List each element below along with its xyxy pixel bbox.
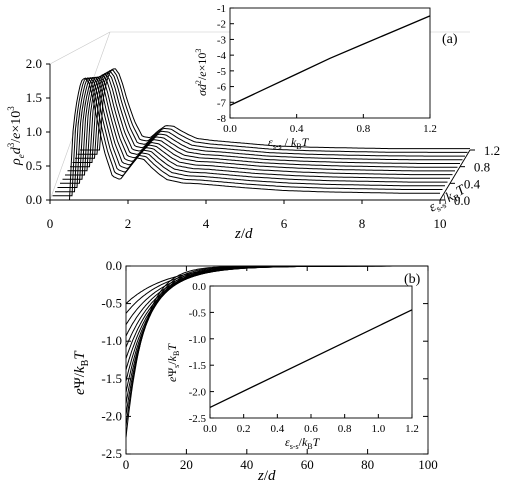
b-inset-y-tick-label: -2.5 <box>189 413 207 425</box>
a-inset-x-tick-label: 0.4 <box>290 123 304 135</box>
b-ticks: 0 20 40 60 80 100 0.0 -0.5 -1.0 -1.5 -2.0 -2.5 <box>101 258 437 472</box>
b-inset-x-tick-label: 0.0 <box>203 423 217 435</box>
b-inset-x-tick-label: 0.8 <box>338 423 352 435</box>
a-depth-tick-label: 0.8 <box>474 160 490 175</box>
b-inset-frame <box>209 285 413 419</box>
a-curves <box>50 68 470 201</box>
b-inset-y-tick-label: -2.0 <box>189 387 207 399</box>
b-panel-label: (b) <box>404 272 421 287</box>
b-y-tick-label: -1.0 <box>101 333 122 348</box>
b-inset-y-tick-label: 0.0 <box>192 281 206 293</box>
b-y-tick-label: -2.5 <box>101 446 122 461</box>
a-series-line <box>67 74 458 172</box>
a-series-line <box>72 72 463 163</box>
a-depth-axis <box>439 149 471 201</box>
b-x-tick-label: 20 <box>180 457 193 472</box>
a-series-line <box>65 76 455 176</box>
a-depth-ticks: 0.0 0.40.8 1.2 <box>440 143 500 208</box>
a-inset-x-tick-label: 1.2 <box>423 123 437 135</box>
panel-a: 0 2 4 6 8 10 0.00.51.01.52.0 0.00.40.81.2 z/d… <box>6 3 500 242</box>
a-x-tick-label: 4 <box>203 216 210 231</box>
b-inset-y-tick-label: -1.0 <box>189 334 207 346</box>
b-inset-x-tick-label: 0.6 <box>304 423 318 435</box>
a-inset-x-label: εs-s / kBT <box>268 135 310 151</box>
b-inset-x-tick-label: 0.4 <box>270 423 284 435</box>
b-y-label: eΨ/kBT <box>72 350 91 395</box>
a-x-tick-label: 10 <box>434 216 447 231</box>
b-x-tick-label: 100 <box>418 457 438 472</box>
a-y-tick-label: 1.5 <box>26 90 42 105</box>
a-y-tick-label: 0.5 <box>26 158 42 173</box>
a-series-line <box>80 68 470 151</box>
a-series-line <box>50 77 440 201</box>
a-series-line <box>75 70 465 159</box>
a-series-line <box>55 77 445 193</box>
a-inset-y-tick-label: -3 <box>217 34 227 46</box>
a-inset-curve <box>229 15 431 106</box>
a-inset-y-tick-label: -7 <box>217 97 227 109</box>
a-depth-tick-label: 0.0 <box>454 193 470 208</box>
b-x-tick-label: 80 <box>361 457 374 472</box>
b-y-tick-label: 0.0 <box>106 258 122 273</box>
a-inset-ticks: 0.0 0.4 0.8 1.2 -8 -7 -6 -5 -4 -3 -2 -1 <box>217 3 437 135</box>
a-inset-y-tick-label: -4 <box>217 50 227 62</box>
b-inset-y-tick-label: -0.5 <box>189 307 207 319</box>
b-inset-x-tick-label: 0.2 <box>237 423 251 435</box>
b-inset-ticks: 0.0 0.2 0.4 0.6 0.8 1.0 1.2 0.0 -0.5 -1.0 -1.5 -2.0… <box>189 281 419 435</box>
a-series-line <box>77 69 468 155</box>
b-inset: 0.0 0.2 0.4 0.6 0.8 1.0 1.2 0.0 -0.5 -1.0 -1.5 -2.0… <box>165 281 419 451</box>
a-x-tick-label: 2 <box>125 216 132 231</box>
a-x-tick-label: 0 <box>47 216 54 231</box>
b-inset-x-label: εs-s/kBT <box>285 435 321 451</box>
a-series-line <box>52 77 443 197</box>
a-inset-y-label: σd2/e×103 <box>194 49 209 96</box>
a-inset-frame <box>229 7 431 119</box>
a-series-line <box>60 76 450 184</box>
a-series-line <box>62 76 453 180</box>
a-x-tick-label: 6 <box>281 216 288 231</box>
b-x-tick-label: 60 <box>301 457 314 472</box>
a-inset-x-tick-label: 0.8 <box>356 123 370 135</box>
b-y-tick-label: -1.5 <box>101 371 122 386</box>
b-y-tick-label: -2.0 <box>101 408 122 423</box>
a-x-tick-label: 8 <box>359 216 366 231</box>
a-depth-label: εs-s/kBT <box>427 182 470 216</box>
a-y-ticks: 0.0 0.5 1.0 1.5 2.0 <box>26 56 50 207</box>
b-inset-x-tick-label: 1.2 <box>405 423 419 435</box>
a-inset: 0.0 0.4 0.8 1.2-8-7-6-5-4-3-2-1 εs-s / kBT … <box>194 3 437 151</box>
a-inset-x-tick-label: 0.0 <box>223 123 237 135</box>
a-inset-y-tick-label: -5 <box>217 66 227 78</box>
a-x-ticks: 0 2 4 6 8 10 <box>47 200 447 231</box>
a-inset-y-tick-label: -8 <box>217 113 227 125</box>
b-inset-y-tick-label: -1.5 <box>189 360 207 372</box>
a-y-tick-label: 2.0 <box>26 56 42 71</box>
b-y-tick-label: -0.5 <box>101 296 122 311</box>
b-inset-x-tick-label: 1.0 <box>371 423 385 435</box>
b-x-tick-label: 40 <box>240 457 253 472</box>
a-depth-tick-label: 1.2 <box>484 143 500 158</box>
b-inset-line <box>209 309 413 408</box>
b-series-line <box>125 265 428 304</box>
a-inset-y-tick-label: -6 <box>217 82 227 94</box>
a-x-label: z/d <box>234 226 253 242</box>
a-inset-y-tick-label: -1 <box>217 3 226 15</box>
a-series-line <box>57 76 448 188</box>
a-y-tick-label: 1.0 <box>26 124 42 139</box>
a-y-tick-label: 0.0 <box>26 192 42 207</box>
b-x-label: z/d <box>257 468 276 484</box>
a-inset-y-tick-label: -2 <box>217 19 226 31</box>
b-x-tick-label: 0 <box>123 457 130 472</box>
a-depth-tick-label: 0.4 <box>464 176 481 191</box>
a-y-label: ρed3/e×103 <box>6 106 26 166</box>
b-curves <box>125 265 428 438</box>
b-inset-y-label: eΨs/kBT <box>165 343 181 382</box>
a-series-line <box>70 73 460 168</box>
a-panel-label: (a) <box>442 32 458 47</box>
